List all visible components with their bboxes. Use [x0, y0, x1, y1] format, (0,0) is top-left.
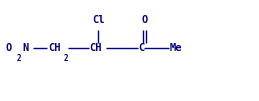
Text: 2: 2	[63, 54, 68, 63]
Text: Cl: Cl	[92, 15, 104, 25]
Text: CH: CH	[48, 43, 60, 54]
Text: C: C	[139, 43, 145, 54]
Text: O: O	[5, 43, 11, 54]
Text: Me: Me	[170, 43, 182, 54]
Text: CH: CH	[89, 43, 102, 54]
Text: 2: 2	[17, 54, 21, 63]
Text: N: N	[22, 43, 28, 54]
Text: O: O	[141, 15, 147, 25]
